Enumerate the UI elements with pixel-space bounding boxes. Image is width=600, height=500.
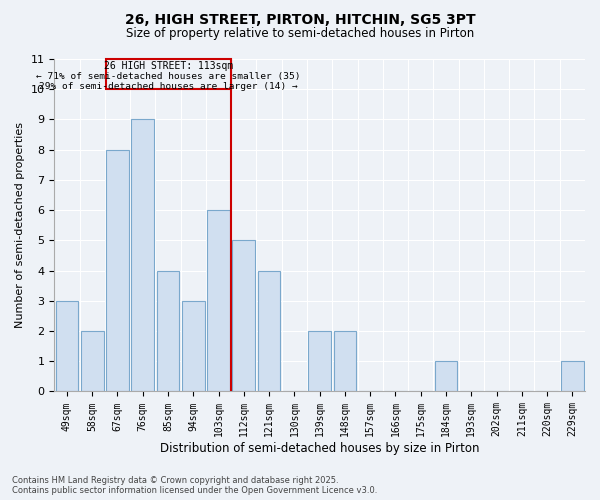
Bar [182,301,205,392]
X-axis label: Distribution of semi-detached houses by size in Pirton: Distribution of semi-detached houses by … [160,442,479,455]
Bar [157,270,179,392]
FancyBboxPatch shape [106,59,230,89]
Bar [308,331,331,392]
Text: 29% of semi-detached houses are larger (14) →: 29% of semi-detached houses are larger (… [39,82,298,90]
Text: Size of property relative to semi-detached houses in Pirton: Size of property relative to semi-detach… [126,28,474,40]
Bar [131,120,154,392]
Bar [258,270,280,392]
Bar [81,331,104,392]
Text: Contains HM Land Registry data © Crown copyright and database right 2025.
Contai: Contains HM Land Registry data © Crown c… [12,476,377,495]
Y-axis label: Number of semi-detached properties: Number of semi-detached properties [15,122,25,328]
Bar [232,240,255,392]
Bar [561,361,584,392]
Bar [334,331,356,392]
Bar [106,150,129,392]
Text: 26, HIGH STREET, PIRTON, HITCHIN, SG5 3PT: 26, HIGH STREET, PIRTON, HITCHIN, SG5 3P… [125,12,475,26]
Bar [434,361,457,392]
Text: 26 HIGH STREET: 113sqm: 26 HIGH STREET: 113sqm [104,60,233,70]
Bar [207,210,230,392]
Text: ← 71% of semi-detached houses are smaller (35): ← 71% of semi-detached houses are smalle… [36,72,301,81]
Bar [56,301,78,392]
